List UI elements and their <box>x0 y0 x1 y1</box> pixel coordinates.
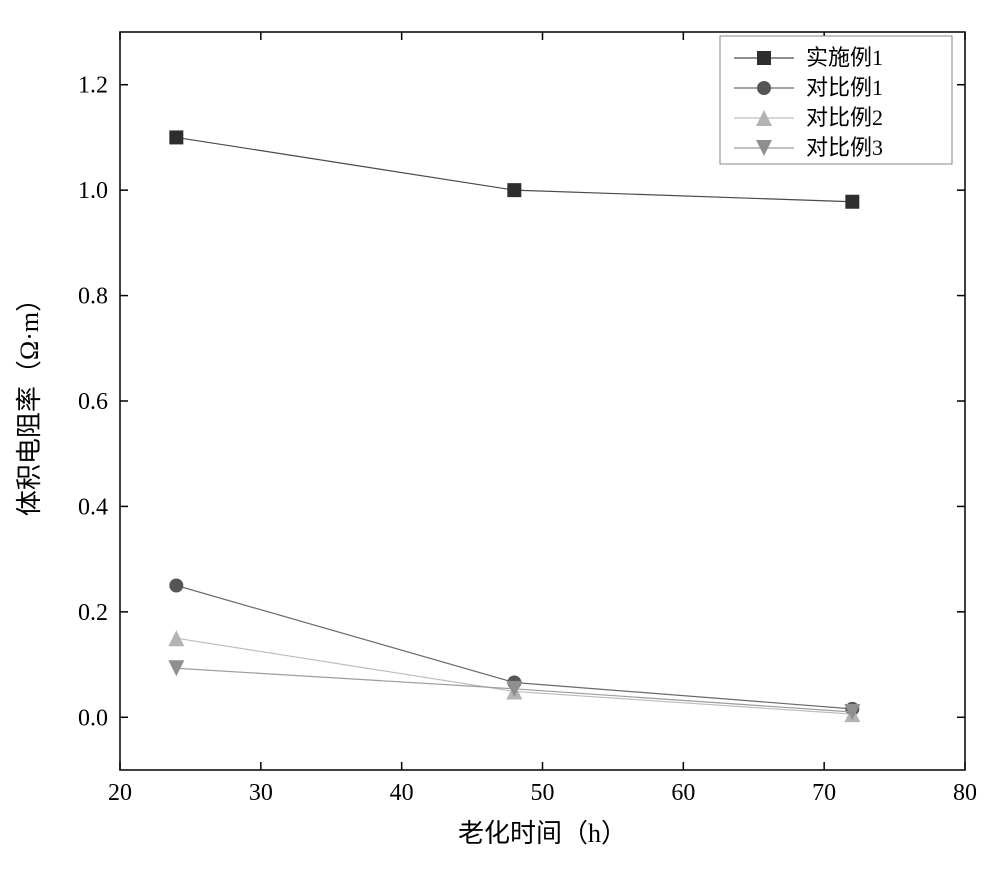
legend-label: 实施例1 <box>806 45 883 70</box>
legend-marker-icon <box>757 51 771 65</box>
legend-label: 对比例1 <box>806 75 883 100</box>
x-tick-label: 20 <box>108 780 132 806</box>
x-axis-label: 老化时间（h） <box>458 819 627 848</box>
legend-label: 对比例2 <box>806 105 883 130</box>
legend-marker-icon <box>757 81 771 95</box>
y-tick-label: 0.8 <box>78 284 108 310</box>
x-tick-label: 40 <box>390 780 414 806</box>
y-tick-label: 0.4 <box>78 494 108 520</box>
y-tick-label: 0.6 <box>78 389 108 415</box>
y-tick-label: 1.0 <box>78 178 108 204</box>
y-tick-label: 0.2 <box>78 600 108 626</box>
data-point-marker <box>845 195 859 209</box>
x-tick-label: 70 <box>812 780 836 806</box>
y-axis-label: 体积电阻率（Ω·m） <box>15 286 44 516</box>
x-tick-label: 60 <box>671 780 695 806</box>
x-tick-label: 80 <box>953 780 977 806</box>
y-tick-label: 1.2 <box>78 73 108 99</box>
x-tick-label: 30 <box>249 780 273 806</box>
y-tick-label: 0.0 <box>78 705 108 731</box>
legend-label: 对比例3 <box>806 135 883 160</box>
data-point-marker <box>169 579 183 593</box>
legend: 实施例1 对比例1 对比例2 对比例3 <box>720 36 952 164</box>
chart-container: 20 30 40 50 60 70 80 0.0 0.2 0.4 0.6 0.8 1.0 1.2 老化时间（… <box>0 0 1000 877</box>
data-point-marker <box>507 183 521 197</box>
x-tick-label: 50 <box>531 780 555 806</box>
data-point-marker <box>169 130 183 144</box>
chart-svg: 20 30 40 50 60 70 80 0.0 0.2 0.4 0.6 0.8 1.0 1.2 老化时间（… <box>0 0 1000 877</box>
